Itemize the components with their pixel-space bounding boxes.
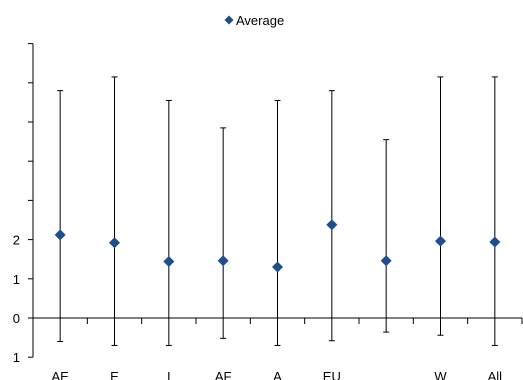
x-tick-label: A [273,369,282,380]
data-point [380,255,392,267]
data-point [489,236,501,248]
y-tick-label: 1 [13,350,20,365]
x-tick-label: E [110,369,119,380]
error-bars [57,76,498,346]
y-tick-labels: 2 1 0 1 [13,233,20,366]
data-point [163,256,175,268]
data-point [109,237,120,249]
data-point [217,255,229,267]
data-points [54,219,501,273]
data-point [272,261,283,273]
x-tick-label: I [167,369,171,380]
x-tick-label: All [488,369,503,380]
legend-marker [224,15,234,25]
x-tick-label: W [434,369,447,380]
x-tick-label: EU [323,369,341,380]
legend-label: Average [236,13,284,28]
legend: Average [224,13,284,28]
data-point [435,235,446,247]
axes [28,43,523,358]
x-tick-label: AE [51,369,69,380]
data-point [54,229,66,241]
y-tick-label: 2 [13,233,20,248]
x-tick-label: AF [215,369,232,380]
data-point [326,219,338,231]
x-tick-labels: AE E I AF A EU W All [51,369,502,380]
y-tick-label: 1 [13,272,20,287]
y-tick-label: 0 [13,311,20,326]
